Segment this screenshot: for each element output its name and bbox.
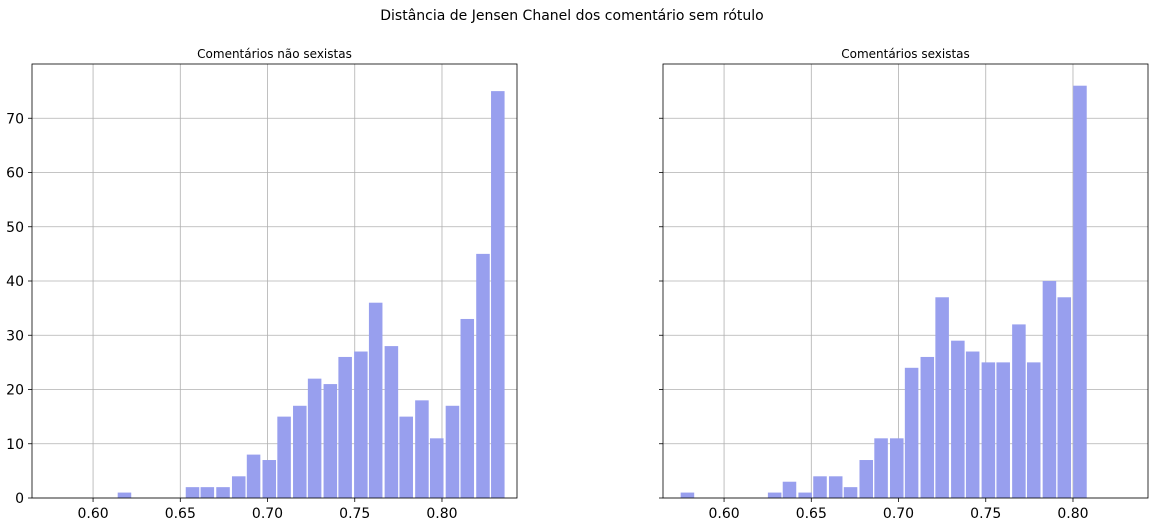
y-tick-label: 30	[6, 328, 24, 344]
histogram-bar	[262, 460, 277, 498]
bars	[117, 91, 505, 498]
histogram-bar	[1012, 324, 1026, 498]
bars	[680, 85, 1087, 498]
y-tick-label: 20	[6, 383, 24, 399]
x-tick-label: 0.75	[339, 506, 370, 522]
histogram-bar	[1026, 362, 1041, 498]
x-tick-label: 0.80	[1057, 506, 1088, 522]
histogram-bar	[246, 454, 261, 498]
histogram-bar	[904, 367, 919, 498]
histogram-bar	[399, 416, 413, 498]
histogram-bar	[117, 492, 132, 498]
x-tick-label: 0.70	[252, 506, 283, 522]
x-tick-label: 0.60	[708, 506, 739, 522]
histogram-bar	[920, 356, 935, 498]
histogram-bar	[782, 481, 797, 498]
histogram-bar	[767, 492, 782, 498]
x-tick-label: 0.80	[426, 506, 457, 522]
histogram-bar	[1073, 85, 1087, 498]
histogram-bar	[828, 476, 843, 498]
histogram-bar	[813, 476, 827, 498]
histogram-bar	[216, 487, 230, 498]
y-tick-label: 10	[6, 437, 24, 453]
y-tick-label: 0	[15, 491, 24, 507]
histogram-bar	[843, 487, 858, 498]
histogram-bar	[859, 460, 874, 498]
histogram-bar	[996, 362, 1010, 498]
histogram-bar	[429, 438, 444, 498]
histogram-bar	[354, 351, 368, 498]
panel-non-sexist: 0.60 0.65 0.70 0.75 0.80 0 10 20 30 40 50 60 70 Comen…	[6, 47, 518, 522]
histogram-bar	[476, 253, 490, 498]
histogram-bar	[200, 487, 215, 498]
y-tick-label: 40	[6, 274, 24, 290]
histogram-bar	[293, 405, 307, 498]
histogram-bar	[890, 438, 904, 498]
histogram-bar	[1042, 281, 1057, 498]
grid	[32, 64, 517, 499]
histogram-bar	[185, 487, 200, 498]
histogram-bar	[981, 362, 996, 498]
panel-title: Comentários não sexistas	[197, 47, 352, 61]
x-tick-label: 0.60	[77, 506, 108, 522]
histogram-bar	[935, 297, 949, 498]
y-tick-label: 60	[6, 166, 24, 182]
histogram-bar	[460, 318, 475, 498]
histogram-bar	[323, 384, 338, 498]
histogram-bar	[338, 356, 352, 498]
x-tick-label: 0.65	[796, 506, 827, 522]
histogram-bar	[1057, 297, 1072, 498]
histogram-bar	[445, 405, 460, 498]
figure-suptitle: Distância de Jensen Chanel dos comentári…	[380, 8, 764, 24]
histogram-bar	[231, 476, 246, 498]
histogram-bar	[277, 416, 291, 498]
histogram-bar	[965, 351, 980, 498]
y-tick-label: 50	[6, 220, 24, 236]
histogram-bar	[384, 346, 399, 498]
x-tick-label: 0.75	[970, 506, 1001, 522]
histogram-bar	[680, 492, 695, 498]
histogram-bar	[491, 91, 505, 498]
x-tick-label: 0.70	[883, 506, 914, 522]
histogram-bar	[874, 438, 888, 498]
panel-title: Comentários sexistas	[841, 47, 970, 61]
histogram-bar	[951, 340, 965, 498]
x-tick-label: 0.65	[165, 506, 196, 522]
histogram-bar	[798, 492, 812, 498]
histogram-bar	[368, 302, 383, 498]
histogram-bar	[307, 378, 322, 498]
panel-sexist: 0.60 0.65 0.70 0.75 0.80 Comentários sexistas	[659, 47, 1149, 522]
histogram-bar	[415, 400, 429, 498]
y-tick-label: 70	[6, 111, 24, 127]
